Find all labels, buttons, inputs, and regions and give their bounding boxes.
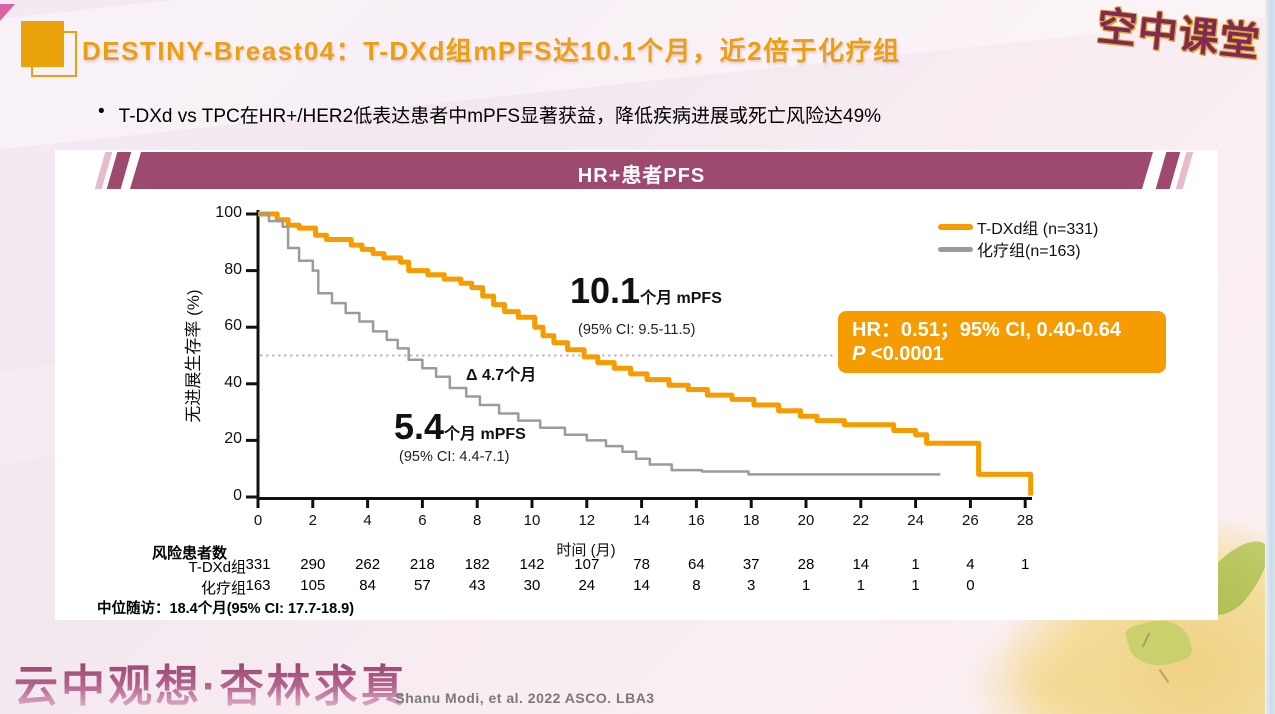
risk-count: 37 <box>742 556 760 573</box>
risk-count: 1 <box>801 577 811 594</box>
x-tick-label: 6 <box>418 512 427 529</box>
legend-label: 化疗组(n=163) <box>977 243 1081 260</box>
risk-count: 57 <box>414 577 431 594</box>
risk-count: 182 <box>464 556 490 573</box>
x-tick-label: 4 <box>363 512 372 529</box>
panel-header-title: HR+患者PFS <box>577 165 706 187</box>
risk-count: 43 <box>468 577 486 594</box>
tdxd-line-swatch <box>938 224 973 230</box>
x-tick-label: 8 <box>473 512 482 529</box>
risk-table-header: 风险患者数 <box>152 545 228 562</box>
x-tick-label: 2 <box>308 512 317 529</box>
legend-label: T-DXd组 (n=331) <box>977 221 1099 238</box>
risk-count: 163 <box>245 577 271 594</box>
bullet-marker: • <box>98 101 105 122</box>
y-tick-label: 60 <box>224 317 242 335</box>
risk-count: 105 <box>300 577 326 594</box>
risk-count: 64 <box>688 556 705 573</box>
chart-legend: T-DXd组 (n=331) 化疗组(n=163) <box>938 216 1098 260</box>
risk-count: 78 <box>633 556 650 573</box>
tdxd-median-ci: (95% CI: 9.5-11.5) <box>578 322 696 338</box>
x-tick-label: 18 <box>742 512 760 529</box>
risk-count: 1 <box>1021 556 1030 573</box>
chemo-median-value: 5.4 <box>394 406 445 447</box>
risk-count: 14 <box>852 556 870 573</box>
p-value: <0.0001 <box>865 343 944 365</box>
risk-count: 3 <box>747 577 756 594</box>
risk-count: 142 <box>519 556 545 573</box>
citation-text: Shanu Modi, et al. 2022 ASCO. LBA3 <box>395 690 655 706</box>
watermark-slogan: 云中观想·杏林求真 <box>14 650 408 714</box>
risk-count: 0 <box>966 577 975 594</box>
y-tick-label: 20 <box>224 430 242 448</box>
background-streak <box>0 0 1275 161</box>
risk-count: 8 <box>692 577 701 594</box>
panel-header-band <box>130 152 1153 189</box>
legend-item-chemo: 化疗组(n=163) <box>938 238 1098 260</box>
chemo-median-suffix: 个月 mPFS <box>444 426 526 443</box>
tdxd-median-suffix: 个月 mPFS <box>640 290 722 307</box>
y-tick-label: 0 <box>233 487 242 504</box>
x-tick-label: 12 <box>578 512 596 529</box>
risk-row-label: T-DXd组 <box>188 559 246 576</box>
x-axis-title: 时间 (月) <box>556 542 616 559</box>
risk-count: 14 <box>633 577 650 594</box>
corner-triangle-decoration <box>0 4 15 21</box>
delta-annotation: Δ 4.7个月 <box>466 367 537 384</box>
risk-count: 28 <box>797 556 815 573</box>
chemo-median-ci: (95% CI: 4.4-7.1) <box>399 449 510 465</box>
bullet-row: • T-DXd vs TPC在HR+/HER2低表达患者中mPFS显著获益，降低… <box>98 101 881 128</box>
p-value-line: P <0.0001 <box>852 342 1152 366</box>
risk-count: 262 <box>355 556 381 573</box>
brand-logo: 空中课堂 <box>1094 4 1263 66</box>
hazard-ratio-callout: HR：0.51；95% CI, 0.40-0.64 P <0.0001 <box>838 311 1166 373</box>
risk-row-label: 化疗组 <box>200 580 246 597</box>
legend-item-tdxd: T-DXd组 (n=331) <box>938 216 1098 238</box>
title-square-icon <box>21 21 64 67</box>
x-tick-label: 14 <box>633 512 650 529</box>
x-tick-label: 24 <box>907 512 924 529</box>
tdxd-median-value: 10.1 <box>570 270 641 311</box>
p-symbol: P <box>852 343 866 365</box>
risk-count: 1 <box>911 577 920 594</box>
risk-count: 107 <box>574 556 600 573</box>
risk-count: 290 <box>300 556 326 573</box>
x-tick-label: 22 <box>852 512 870 529</box>
risk-count: 1 <box>856 577 865 594</box>
x-tick-label: 26 <box>962 512 979 529</box>
bullet-text: T-DXd vs TPC在HR+/HER2低表达患者中mPFS显著获益，降低疾病… <box>118 106 882 127</box>
page-title: DESTINY-Breast04：T-DXd组mPFS达10.1个月，近2倍于化… <box>82 36 901 66</box>
risk-count: 30 <box>523 577 541 594</box>
y-tick-label: 40 <box>224 373 242 391</box>
x-tick-label: 16 <box>688 512 705 529</box>
hr-line: HR：0.51；95% CI, 0.40-0.64 <box>852 319 1122 341</box>
x-tick-label: 10 <box>523 512 541 529</box>
chemo-line-swatch <box>938 246 973 252</box>
right-edge-strip <box>1265 0 1275 714</box>
y-tick-label: 100 <box>215 204 242 221</box>
y-tick-label: 80 <box>224 260 242 278</box>
risk-count: 84 <box>359 577 376 594</box>
risk-count: 218 <box>409 556 435 573</box>
risk-count: 24 <box>578 577 596 594</box>
x-tick-label: 20 <box>797 512 815 529</box>
risk-count: 4 <box>966 556 975 573</box>
median-followup-note: 中位随访：18.4个月(95% CI: 17.7-18.9) <box>97 601 355 617</box>
x-tick-label: 0 <box>253 512 263 529</box>
tdxd-median-annotation: 10.1个月 mPFS <box>570 270 722 312</box>
chemo-median-annotation: 5.4个月 mPFS <box>394 406 526 448</box>
risk-count: 331 <box>245 556 271 573</box>
risk-count: 1 <box>911 556 920 573</box>
x-tick-label: 28 <box>1016 512 1034 529</box>
